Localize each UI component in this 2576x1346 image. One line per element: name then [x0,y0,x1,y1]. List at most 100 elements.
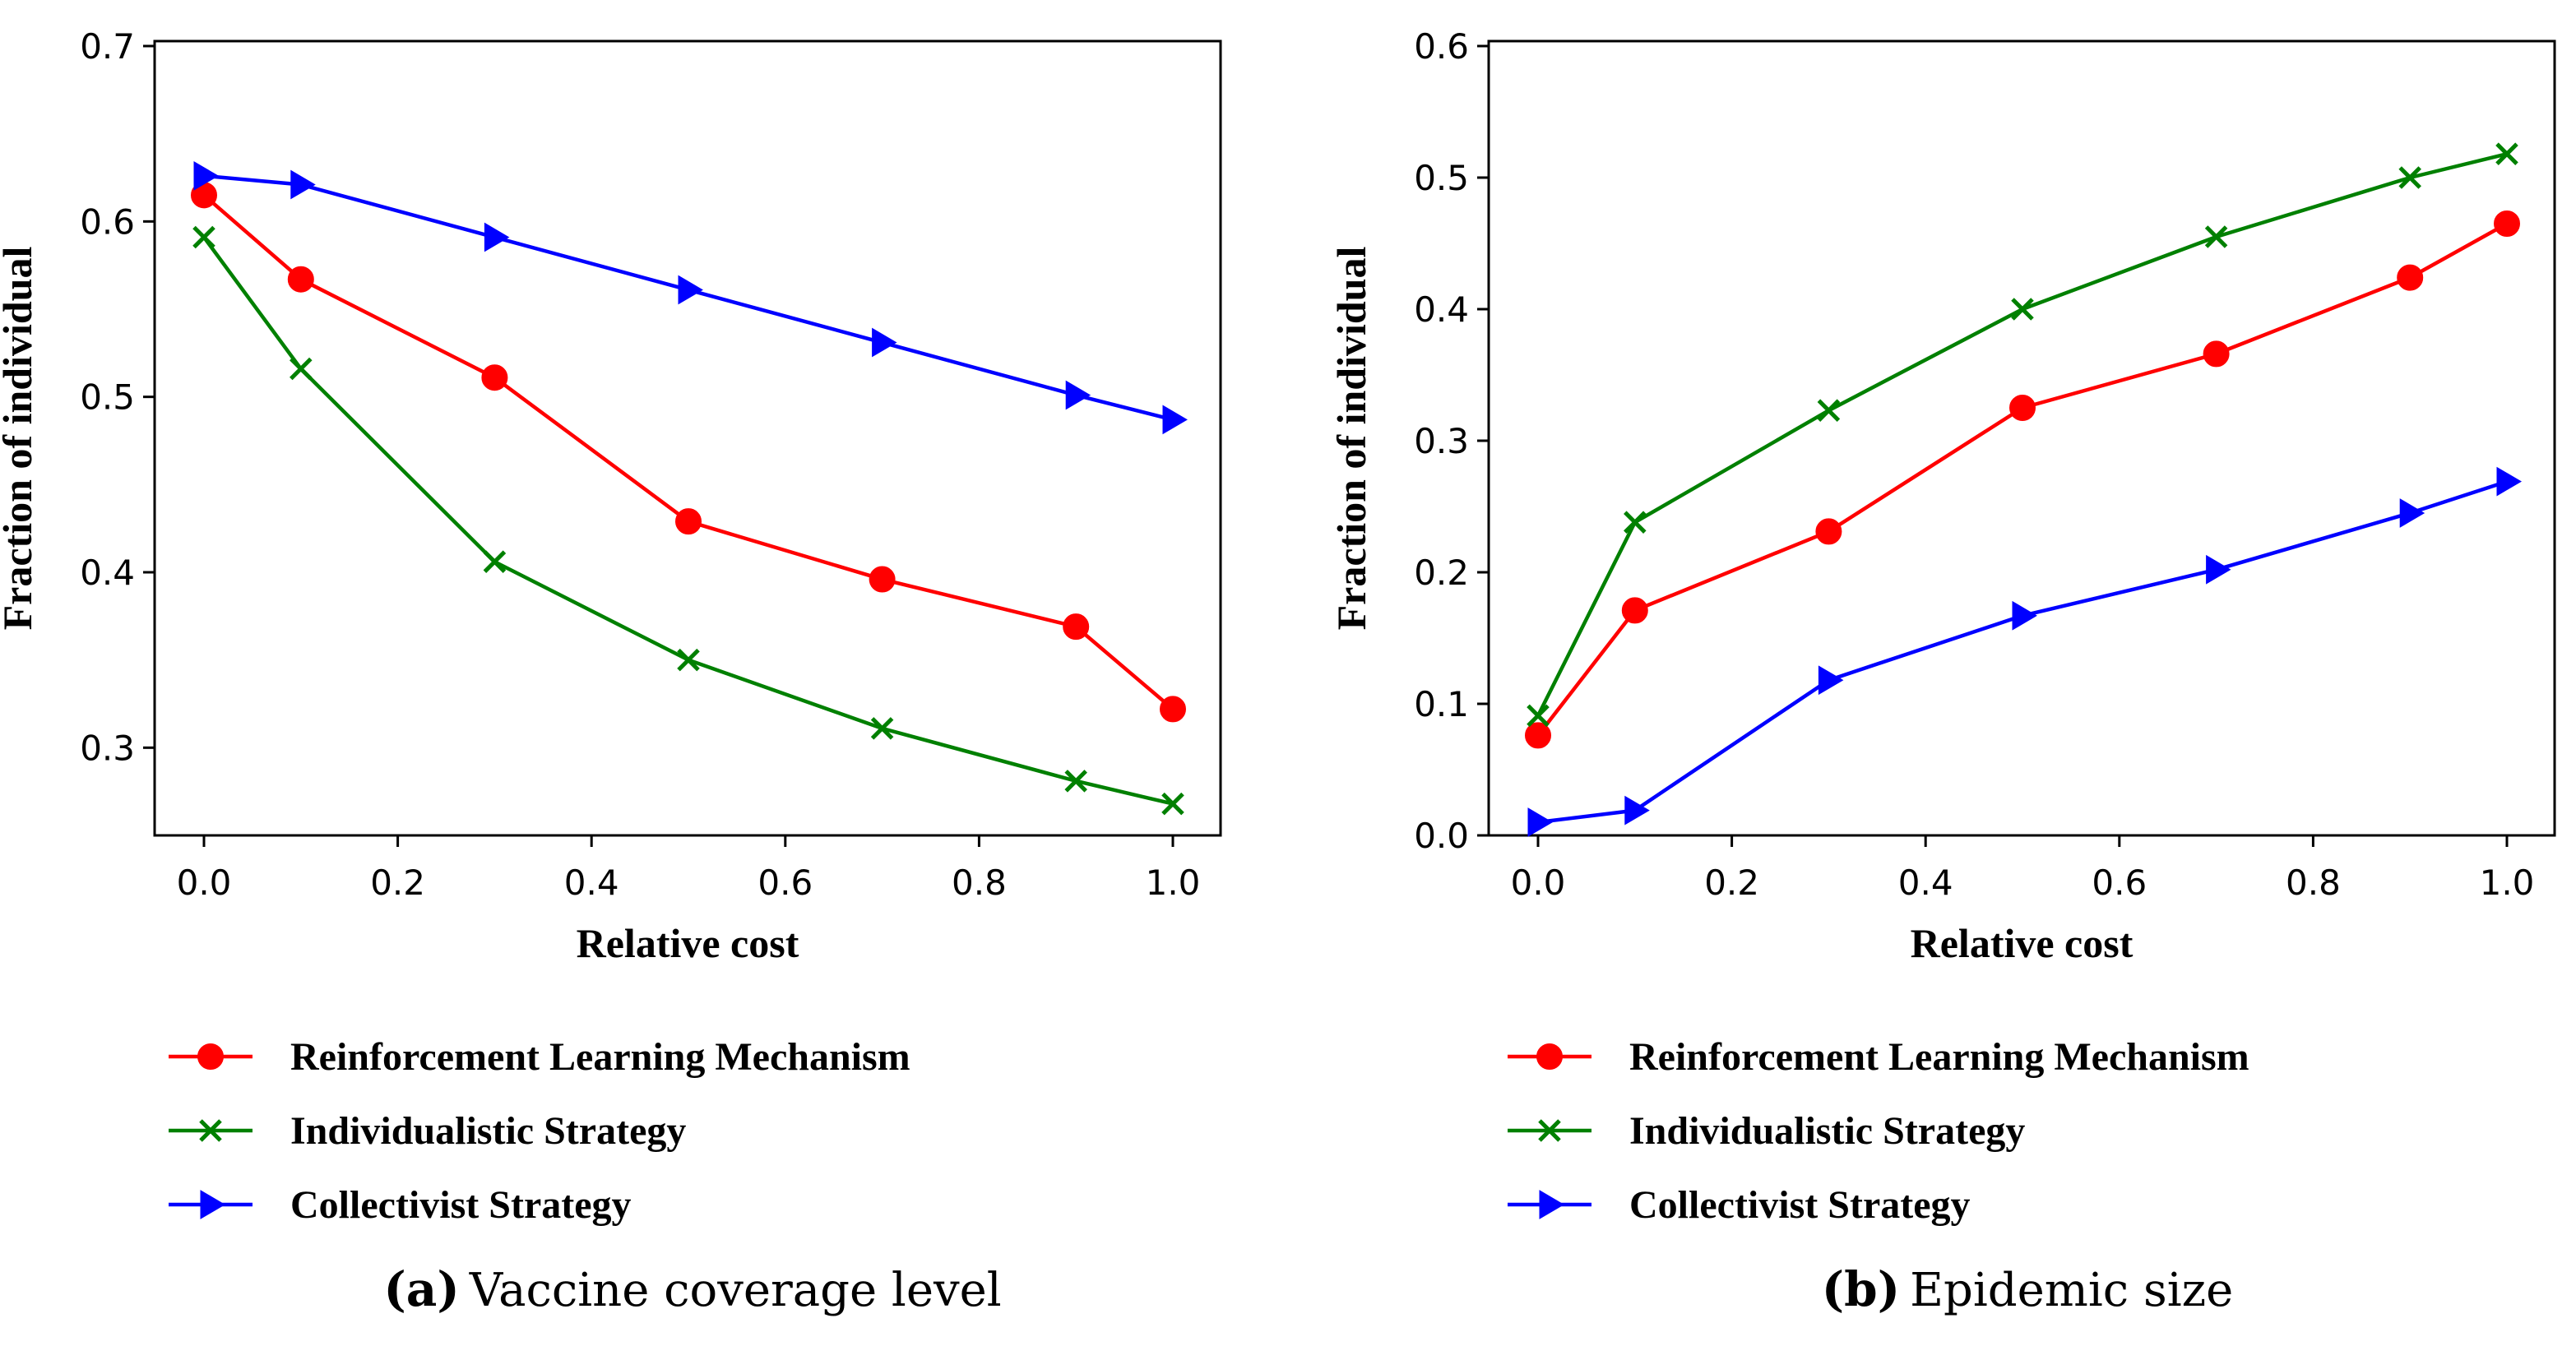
x-tick-label: 0.4 [564,863,619,903]
data-point [1065,380,1091,410]
y-tick-label: 0.1 [1414,684,1469,724]
series-line [1537,479,2508,825]
data-point [2011,298,2034,321]
x-tick-label: 0.6 [2092,863,2147,903]
data-point [2009,395,2036,421]
legend-item: Individualistic Strategy [1508,1109,2025,1153]
caption-text: Epidemic size [1910,1264,2233,1317]
caption-letter: (a) [383,1261,459,1317]
plot-frame [153,39,1222,837]
legend-marker [1538,1119,1561,1142]
legend-marker [1536,1043,1563,1070]
x-tick-label: 1.0 [2480,863,2535,903]
series-individualistic-strategy [1527,142,2518,728]
y-tick-label: 0.0 [1414,816,1469,856]
x-tick-label: 0.2 [370,863,425,903]
series-reinforcement-learning-mechanism [1525,210,2520,749]
y-tick-label: 0.6 [1414,26,1469,67]
x-tick-label: 0.4 [1898,863,1953,903]
data-point [2204,225,2228,248]
legend-item: Reinforcement Learning Mechanism [169,1035,910,1079]
data-point [1527,704,1550,728]
x-tick-label: 0.8 [2286,863,2341,903]
x-tick-label: 0.0 [177,863,232,903]
y-tick-label: 0.6 [80,201,135,242]
data-point [2206,554,2231,585]
data-point [1624,511,1647,534]
x-axis-label: Relative cost [577,920,799,966]
data-point [1064,770,1087,793]
data-point [481,364,508,391]
series-collectivist-strategy [193,160,1188,435]
data-point [872,327,897,358]
y-tick-label: 0.5 [80,377,135,418]
data-point [287,266,314,293]
data-point [1162,405,1188,435]
data-point [2398,166,2421,189]
legend-marker [200,1190,225,1219]
data-point [869,566,896,593]
chart-panel-b: 0.0 0.2 0.4 0.6 0.8 1.0 0.0 0.1 0.2 0.3 0.4 0.5 0.6 R… [1328,26,2556,1317]
data-point [2496,466,2522,497]
x-tick-label: 1.0 [1146,863,1201,903]
y-tick-label: 0.4 [1414,289,1469,330]
data-point [675,508,702,535]
data-point [2203,340,2230,368]
y-tick-label: 0.3 [80,728,135,768]
y-tick-label: 0.4 [80,553,135,593]
legend-label: Reinforcement Learning Mechanism [1629,1035,2249,1079]
legend-label: Collectivist Strategy [1629,1183,1971,1227]
series-individualistic-strategy [192,225,1184,816]
chart-panel-a: 0.0 0.2 0.4 0.6 0.8 1.0 0.3 0.4 0.5 0.6 0.7 Relativ… [0,26,1222,1317]
data-point [678,275,703,305]
series-collectivist-strategy [1527,466,2522,837]
data-point [290,357,313,381]
x-tick-label: 0.2 [1704,863,1759,903]
data-point [1818,665,1844,696]
data-point [290,169,316,200]
data-point [192,225,215,249]
x-axis-label: Relative cost [1911,920,2134,966]
y-tick-label: 0.2 [1414,553,1469,593]
data-point [193,160,219,191]
legend-label: Collectivist Strategy [290,1183,632,1227]
figure-caption: (b) Epidemic size [1822,1261,2234,1317]
y-axis-label: Fraction of individual [0,247,40,631]
y-tick-label: 0.7 [80,26,135,67]
legend-marker [199,1119,222,1142]
data-point [2397,264,2424,291]
legend-label: Individualistic Strategy [1629,1109,2025,1153]
x-tick-label: 0.6 [758,863,813,903]
data-point [677,648,700,672]
legend-item: Individualistic Strategy [169,1109,686,1153]
y-tick-label: 0.5 [1414,158,1469,198]
data-point [483,550,507,573]
data-point [1063,613,1090,641]
plot-frame [1487,39,2556,837]
data-point [1621,597,1648,624]
series-line [1536,152,2508,717]
data-point [870,717,894,740]
x-tick-label: 0.0 [1511,863,1566,903]
series-line [202,193,1174,711]
data-point [484,222,510,252]
data-point [1817,399,1841,422]
data-point [1527,807,1553,837]
data-point [1525,722,1551,749]
data-point [1624,795,1650,826]
data-point [2399,498,2425,528]
legend: Reinforcement Learning Mechanism Individu… [169,1035,910,1227]
caption-letter: (b) [1822,1261,1900,1317]
legend-label: Reinforcement Learning Mechanism [290,1035,910,1079]
legend-marker [197,1043,224,1070]
data-point [2494,210,2520,237]
series-line [1536,222,2509,737]
legend-item: Reinforcement Learning Mechanism [1508,1035,2249,1079]
y-tick-label: 0.3 [1414,421,1469,461]
data-point [1160,696,1186,723]
legend: Reinforcement Learning Mechanism Individu… [1508,1035,2249,1227]
x-tick-label: 0.8 [952,863,1007,903]
data-point [1161,792,1184,816]
figure-caption: (a) Vaccine coverage level [383,1261,1001,1317]
